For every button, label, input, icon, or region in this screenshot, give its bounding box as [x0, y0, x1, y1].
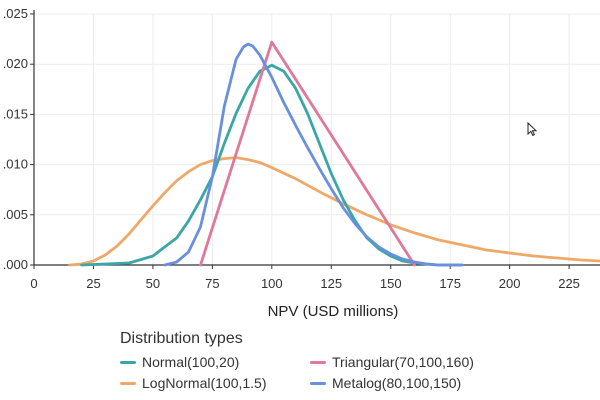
x-tick-label: 100 — [261, 276, 283, 291]
y-tick-label: .015 — [3, 106, 28, 121]
x-tick-label: 25 — [86, 276, 100, 291]
x-tick-label: 150 — [380, 276, 402, 291]
x-tick-label: 200 — [499, 276, 521, 291]
legend-swatch-metalog — [310, 381, 326, 385]
legend-item-triangular[interactable]: Triangular(70,100,160) — [310, 354, 500, 370]
series-lines — [68, 40, 600, 267]
legend-swatch-lognormal — [120, 381, 136, 385]
x-tick-label: 175 — [439, 276, 461, 291]
x-tick-label: 75 — [205, 276, 219, 291]
y-tick-label: .005 — [3, 207, 28, 222]
legend-swatch-triangular — [310, 360, 326, 364]
x-tick-label: 125 — [320, 276, 342, 291]
legend-item-normal[interactable]: Normal(100,20) — [120, 354, 310, 370]
x-tick-label: 225 — [558, 276, 580, 291]
legend-title: Distribution types — [120, 330, 243, 347]
x-tick-label: 0 — [30, 276, 37, 291]
x-axis-title: NPV (USD millions) — [268, 303, 399, 320]
series-line-metalog — [163, 42, 464, 267]
legend-label-normal: Normal(100,20) — [142, 354, 240, 370]
y-tick-label: .000 — [3, 257, 28, 272]
legend-item-metalog[interactable]: Metalog(80,100,150) — [310, 375, 500, 391]
y-tick-label: .010 — [3, 157, 28, 172]
legend-label-metalog: Metalog(80,100,150) — [332, 375, 462, 391]
legend-item-lognormal[interactable]: LogNormal(100,1.5) — [120, 375, 310, 391]
axes — [33, 10, 600, 266]
x-tick-label: 50 — [146, 276, 160, 291]
legend: Distribution types Normal(100,20) Triang… — [120, 330, 500, 391]
legend-swatch-normal — [120, 360, 136, 364]
y-tick-label: .020 — [3, 56, 28, 71]
grid — [30, 13, 600, 269]
y-tick-label: .025 — [3, 6, 28, 21]
mouse-cursor-icon — [527, 122, 537, 136]
series-line-lognormal — [68, 156, 600, 267]
legend-grid: Normal(100,20) Triangular(70,100,160) Lo… — [120, 354, 500, 391]
x-tick-labels: 0 25 50 75 100 125 150 175 200 225 — [30, 276, 580, 291]
legend-label-lognormal: LogNormal(100,1.5) — [142, 375, 267, 391]
y-tick-labels: .000 .005 .010 .015 .020 .025 — [3, 6, 28, 272]
series-line-normal — [80, 63, 464, 267]
series-line-triangular — [199, 40, 416, 267]
legend-label-triangular: Triangular(70,100,160) — [332, 354, 474, 370]
